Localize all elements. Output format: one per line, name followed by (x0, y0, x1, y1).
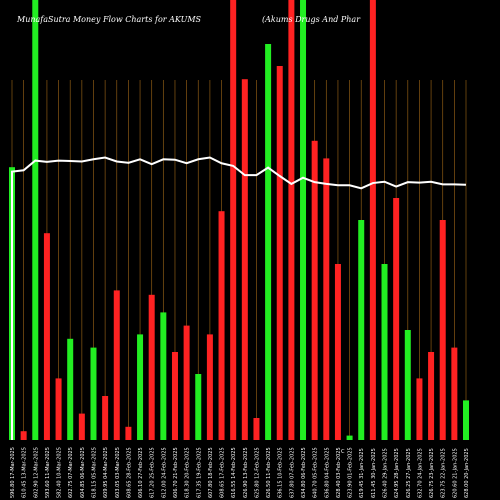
money-flow-bar (311, 140, 318, 441)
x-tick-label: 640.70 05-Feb-2025 (313, 447, 319, 498)
money-flow-bar (195, 374, 202, 440)
x-tick-label: 628.00 20-Jan-2025 (464, 448, 470, 498)
money-flow-bar (276, 66, 283, 440)
x-tick-label: 603.05 03-Mar-2025 (115, 447, 121, 498)
money-flow-bar (300, 0, 307, 440)
x-tick-label: 618.30 20-Feb-2025 (185, 447, 191, 498)
money-flow-bar (55, 378, 62, 440)
money-flow-bar (463, 400, 469, 440)
x-tick-label: 606.10 27-Feb-2025 (138, 447, 144, 498)
x-tick-label: 602.75 07-Mar-2025 (68, 447, 74, 498)
x-tick-label: 637.80 07-Feb-2025 (289, 447, 295, 498)
x-tick-label: 634.80 06-Feb-2025 (301, 447, 307, 498)
money-flow-bar (102, 396, 109, 440)
x-tick-label: 636.15 10-Feb-2025 (278, 447, 284, 498)
x-tick-label: 628.40 03-Feb-2025 (336, 447, 342, 498)
x-tick-label: 612.00 24-Feb-2025 (161, 447, 167, 498)
x-tick-label: 609.95 04-Mar-2025 (103, 447, 109, 498)
money-flow-bar (20, 431, 27, 440)
x-tick-label: 608.65 28-Feb-2025 (126, 447, 132, 498)
x-tick-label: 626.25 27-Jan-2025 (406, 448, 412, 498)
money-flow-bar (160, 312, 167, 440)
money-flow-bar (439, 220, 446, 440)
x-tick-label: 607.80 18-Feb-2025 (208, 447, 214, 498)
money-flow-bar (393, 198, 400, 440)
money-flow-bar (148, 294, 155, 440)
money-flow-bar (78, 413, 85, 440)
x-tick-label: 582.40 10-Mar-2025 (57, 447, 63, 498)
x-tick-label: 626.90 13-Feb-2025 (243, 447, 249, 498)
x-tick-label: 602.90 12-Mar-2025 (33, 447, 39, 498)
footer-mark: C (341, 449, 345, 455)
x-tick-label: 593.60 11-Mar-2025 (45, 447, 51, 498)
money-flow-bar (369, 0, 376, 440)
x-tick-label: 626.50 11-Feb-2025 (266, 447, 272, 498)
money-flow-bar (137, 334, 144, 440)
x-tick-label: 610.45 13-Mar-2025 (22, 447, 28, 498)
money-flow-bar (113, 290, 120, 440)
money-flow-bar (32, 0, 39, 440)
money-flow-bar (451, 347, 458, 440)
money-flow-bar (253, 418, 260, 440)
money-flow-bar (206, 334, 213, 440)
money-flow-bar (241, 79, 248, 440)
money-flow-bar (218, 211, 225, 440)
x-tick-label: 636.80 04-Feb-2025 (324, 447, 330, 498)
money-flow-bar (183, 325, 190, 440)
money-flow-bar (358, 220, 365, 440)
money-flow-bar (67, 338, 74, 440)
money-flow-bar (428, 352, 435, 440)
x-tick-label: 626.75 23-Jan-2025 (429, 448, 435, 498)
chart-subtitle: (Akums Drugs And Phar (262, 15, 361, 24)
money-flow-line (11, 156, 467, 440)
x-tick-label: 626.40 29-Jan-2025 (383, 448, 389, 498)
money-flow-bar (404, 330, 411, 440)
x-tick-label: 604.85 06-Mar-2025 (80, 447, 86, 498)
money-flow-bar (171, 352, 178, 440)
x-tick-label: 606.70 21-Feb-2025 (173, 447, 179, 498)
x-tick-label: 617.35 19-Feb-2025 (196, 447, 202, 498)
money-flow-bars (9, 0, 469, 441)
chart-title: MunafaSutra Money Flow Charts for AKUMS (16, 15, 202, 24)
money-flow-bar (381, 264, 388, 440)
x-tick-label: 620.60 21-Jan-2025 (452, 448, 458, 498)
money-flow-bar (90, 347, 97, 440)
x-tick-label: 623.75 22-Jan-2025 (441, 448, 447, 498)
money-flow-bar (334, 264, 341, 440)
money-flow-bar (288, 0, 295, 440)
x-tick-label: 611.45 30-Jan-2025 (371, 448, 377, 498)
x-tick-label: 616.55 14-Feb-2025 (231, 447, 237, 498)
money-flow-bar (125, 426, 132, 440)
x-tick-label: 623.90 01-Feb-2025 (348, 447, 354, 498)
x-tick-label: 624.95 28-Jan-2025 (394, 448, 400, 498)
x-tick-label: 617.20 25-Feb-2025 (150, 447, 156, 498)
money-flow-bar (416, 378, 423, 440)
money-flow-bar (265, 44, 272, 440)
money-flow-bar (230, 0, 237, 440)
x-axis-labels: 596.80 17-Mar-2025 610.45 13-Mar-2025 602.… (10, 447, 470, 498)
money-flow-bar (43, 233, 50, 440)
x-tick-label: 625.80 12-Feb-2025 (254, 447, 260, 498)
x-tick-label: 632.70 24-Jan-2025 (417, 448, 423, 498)
money-flow-bar (323, 158, 330, 440)
x-tick-label: 619.45 31-Jan-2025 (359, 448, 365, 498)
x-tick-label: 618.15 05-Mar-2025 (91, 447, 97, 498)
x-tick-label: 608.65 17-Feb-2025 (220, 447, 226, 498)
x-tick-label: 596.80 17-Mar-2025 (10, 447, 16, 498)
money-flow-bar (346, 435, 353, 440)
